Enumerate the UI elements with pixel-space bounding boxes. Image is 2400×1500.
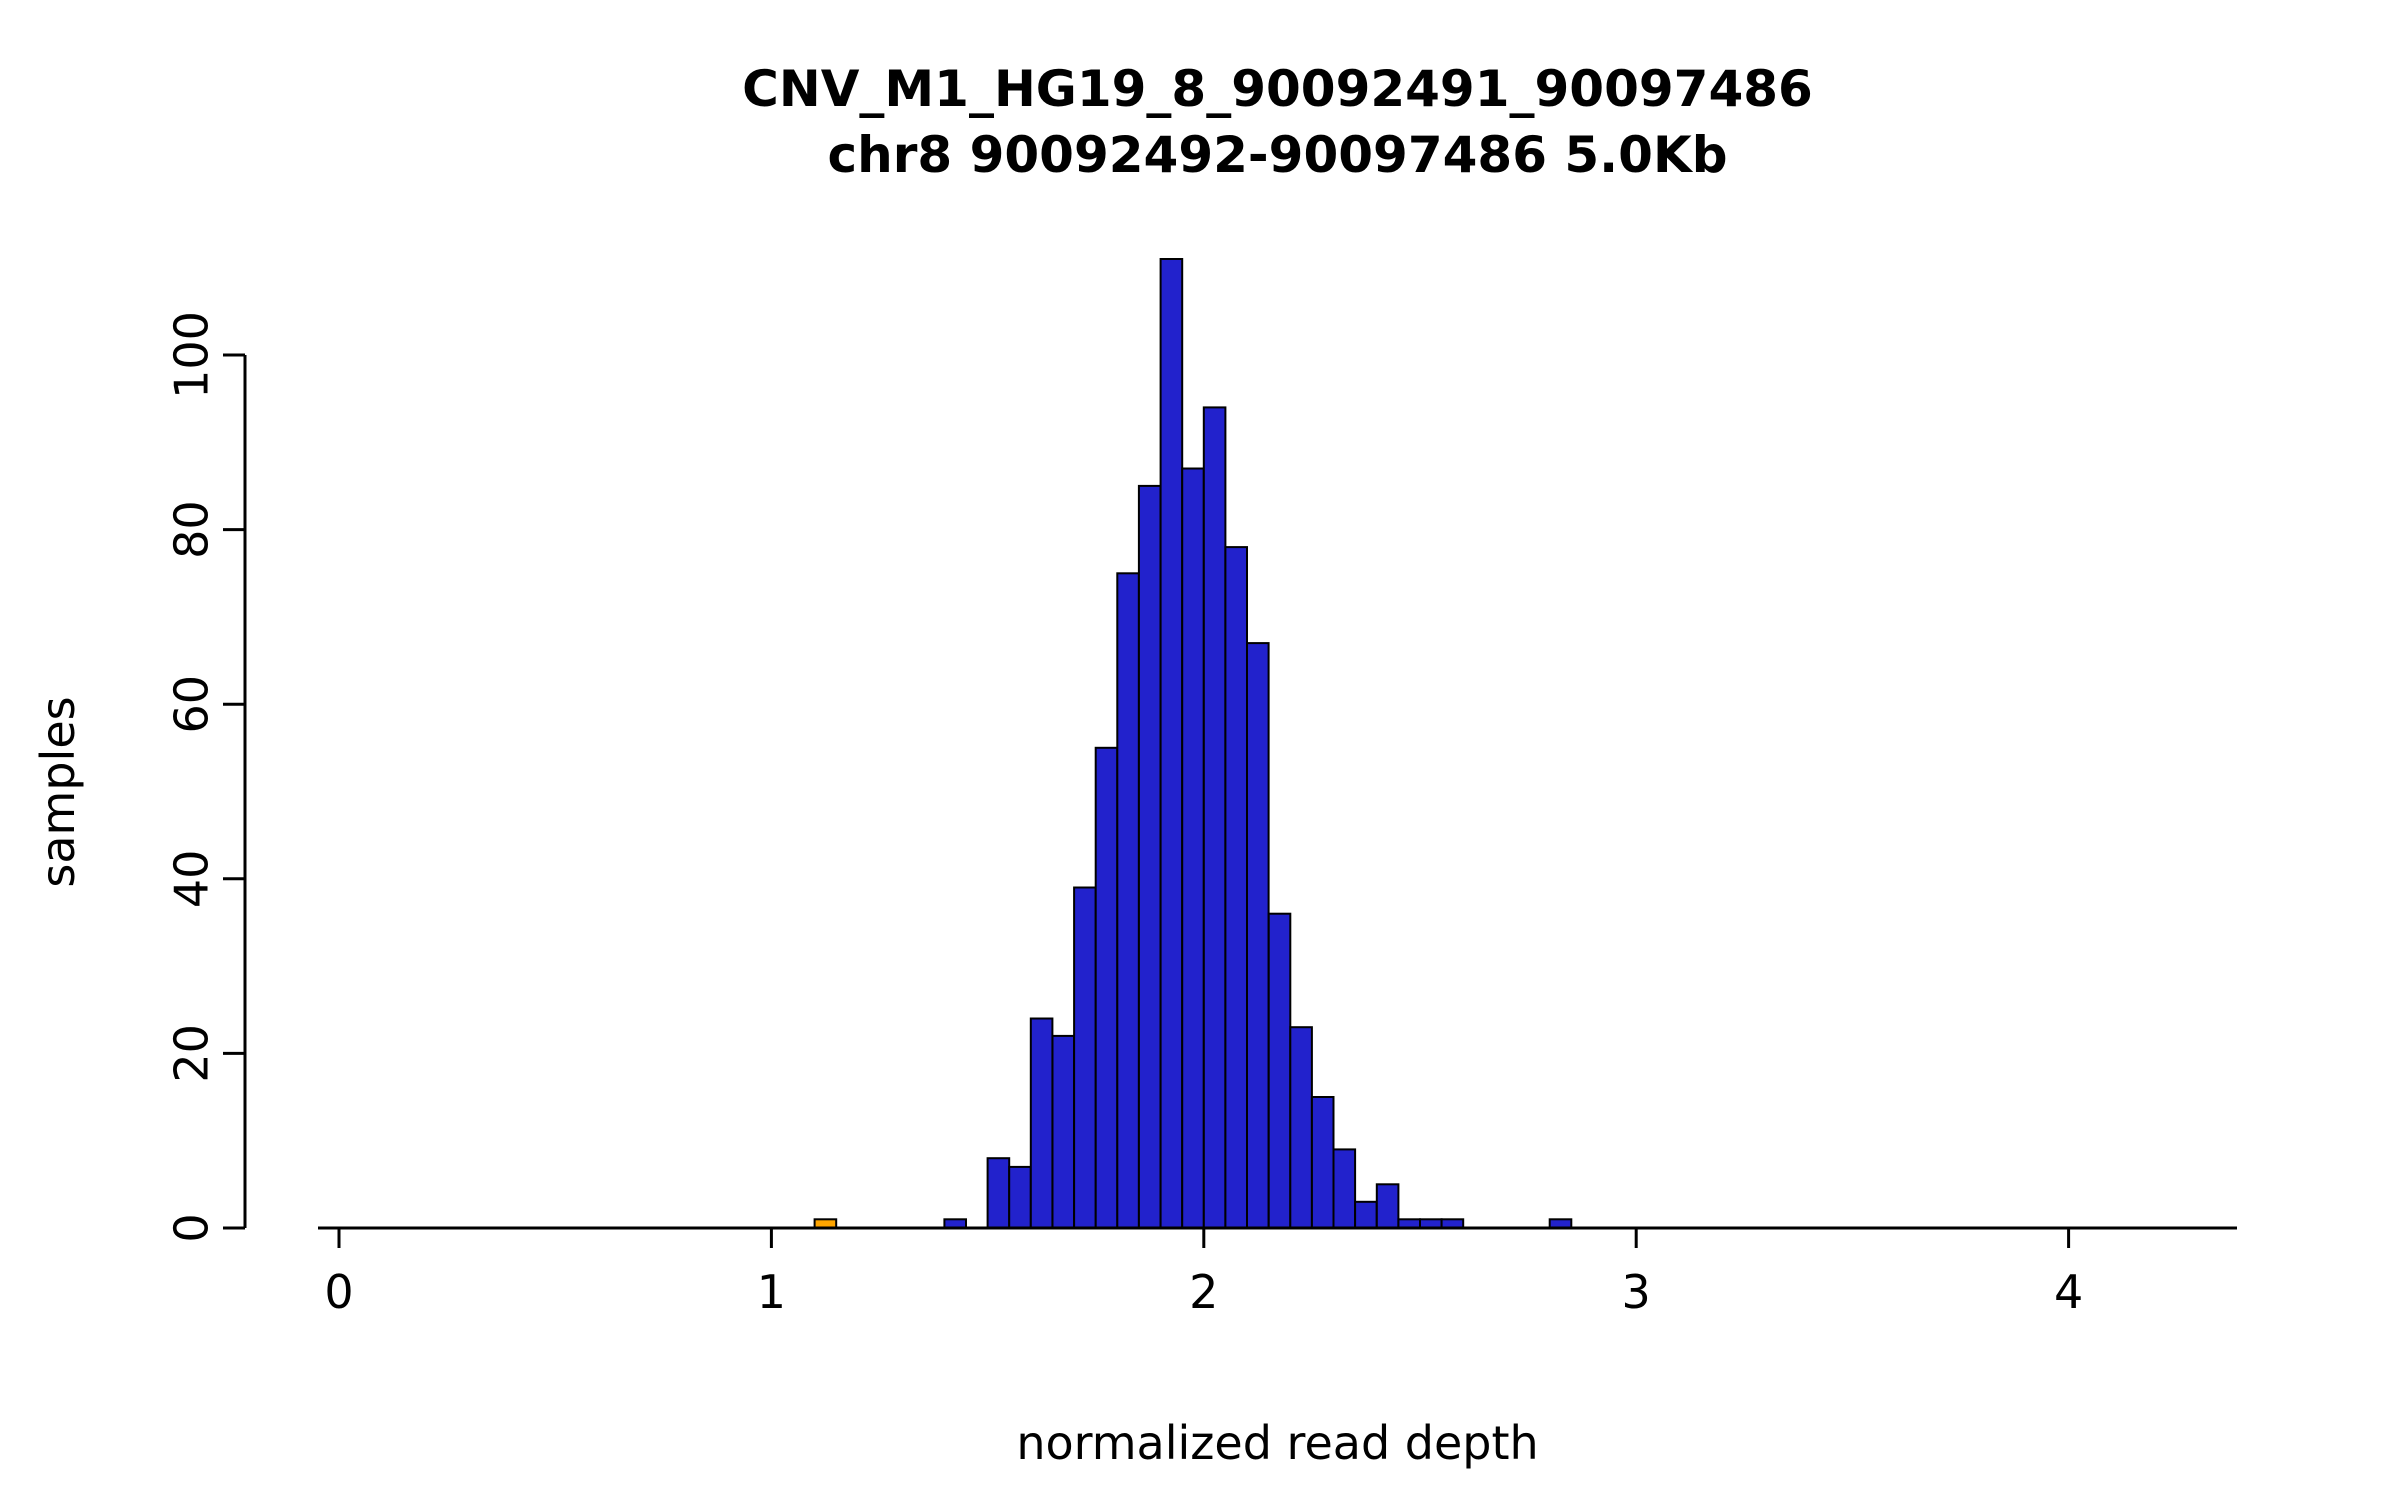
- histogram-bar: [1289, 1026, 1313, 1229]
- histogram-bar: [1159, 258, 1184, 1229]
- chart-title: CNV_M1_HG19_8_90092491_90097486: [742, 60, 1813, 118]
- histogram-bar: [1332, 1148, 1357, 1230]
- y-tick-label: 20: [165, 1024, 219, 1083]
- x-tick-label: 0: [324, 1265, 353, 1319]
- histogram-bar: [1224, 546, 1249, 1229]
- histogram-bar: [1246, 642, 1270, 1229]
- histogram-bar: [1375, 1183, 1400, 1230]
- histogram-bar: [1029, 1017, 1054, 1229]
- histogram-bar: [1181, 467, 1205, 1229]
- x-tick-label: 2: [1189, 1265, 1218, 1319]
- histogram-bar: [1051, 1034, 1076, 1230]
- y-tick-label: 60: [165, 675, 219, 734]
- histogram-bar: [1137, 484, 1162, 1229]
- histogram-bar: [1008, 1165, 1032, 1230]
- histogram-bar: [1267, 912, 1292, 1229]
- y-tick-label: 0: [165, 1213, 219, 1242]
- histogram-bar: [1094, 746, 1119, 1229]
- y-tick-label: 80: [165, 500, 219, 559]
- chart-title-block: CNV_M1_HG19_8_90092491_90097486 chr8 900…: [318, 56, 2237, 188]
- histogram-bar: [1310, 1096, 1335, 1229]
- x-tick-label: 3: [1622, 1265, 1651, 1319]
- x-axis-label: normalized read depth: [1016, 1416, 1539, 1470]
- histogram-bar: [986, 1157, 1011, 1229]
- chart-subtitle: chr8 90092492-90097486 5.0Kb: [827, 126, 1728, 184]
- histogram-bar: [1116, 572, 1140, 1230]
- y-axis-label: samples: [31, 696, 85, 888]
- histogram-bar: [1354, 1200, 1378, 1230]
- y-tick-label: 40: [165, 850, 219, 909]
- y-tick-label: 100: [165, 311, 219, 399]
- x-tick-label: 1: [757, 1265, 786, 1319]
- x-tick-label: 4: [2054, 1265, 2083, 1319]
- histogram-bar: [1202, 406, 1227, 1229]
- histogram-bar: [1073, 886, 1097, 1229]
